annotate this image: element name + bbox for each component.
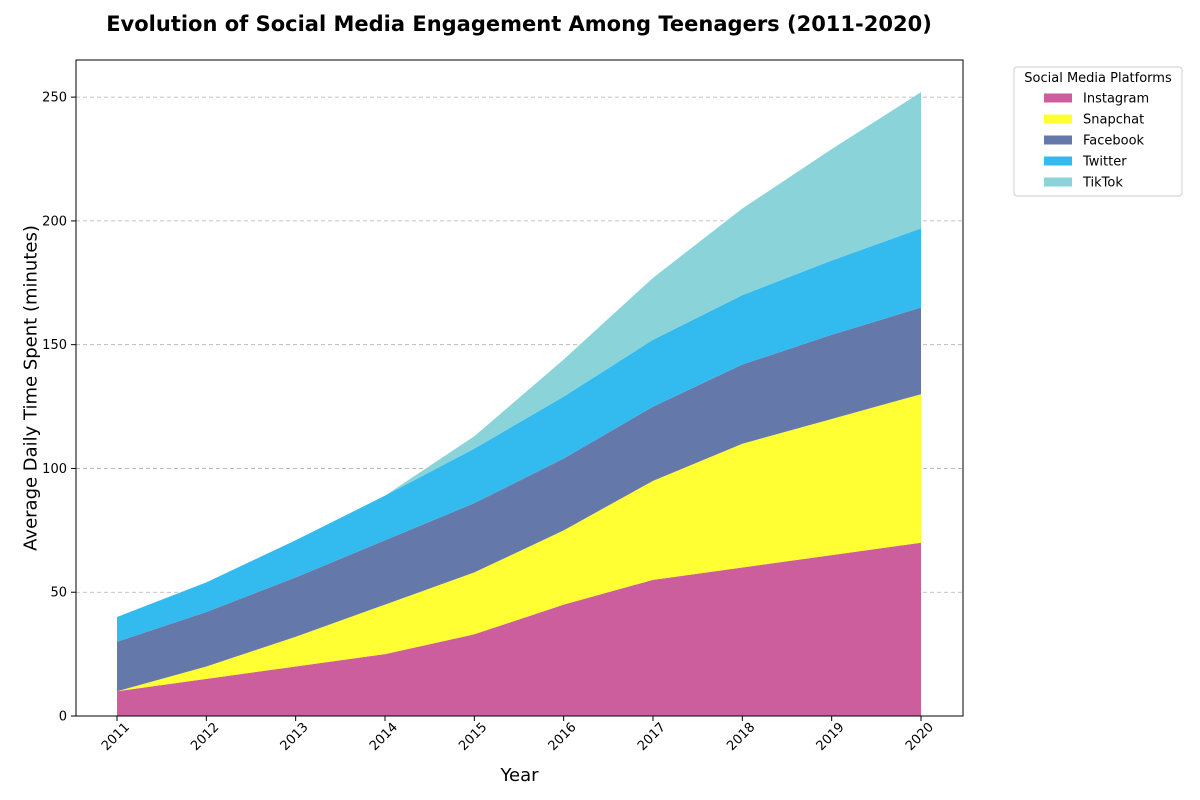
x-tick-label: 2015 [456,720,490,754]
legend-swatch-snapchat [1044,114,1072,124]
x-tick-label: 2020 [903,720,937,754]
y-tick-label: 50 [50,586,67,601]
legend: Social Media Platforms Instagram Snapchat… [1013,66,1183,197]
x-tick-label: 2016 [546,720,580,754]
area-facebook [117,307,921,692]
legend-label-twitter: Twitter [1082,155,1127,170]
y-tick-label: 200 [42,214,67,229]
stacked-areas [117,92,921,716]
legend-label-facebook: Facebook [1083,134,1145,149]
x-tick-label: 2011 [99,720,133,754]
x-tick-label: 2012 [188,720,222,754]
x-tick-label: 2017 [635,720,669,754]
x-tick-label: 2019 [814,720,848,754]
legend-swatch-instagram [1044,93,1072,103]
y-axis: 0 50 100 150 200 250 [42,91,76,725]
y-axis-label: Average Daily Time Spent (minutes) [20,225,41,551]
x-axis: 2011 2012 2013 2014 2015 2016 2017 2018 2019 2020 [99,716,937,754]
legend-label-tiktok: TikTok [1082,176,1123,191]
x-tick-label: 2014 [367,720,401,754]
x-tick-label: 2018 [724,720,758,754]
area-tiktok [117,92,921,617]
plot-frame [75,59,964,717]
chart-title: Evolution of Social Media Engagement Amo… [106,12,932,36]
legend-swatch-tiktok [1044,177,1072,187]
x-tick-label: 2013 [278,720,312,754]
y-tick-label: 150 [42,338,67,353]
y-tick-label: 100 [42,462,67,477]
legend-title: Social Media Platforms [1024,71,1172,86]
y-tick-label: 250 [42,91,67,106]
legend-swatch-twitter [1044,156,1072,166]
x-axis-label: Year [499,765,539,786]
legend-label-instagram: Instagram [1083,92,1149,107]
legend-swatch-facebook [1044,135,1072,145]
area-snapchat [117,394,921,692]
area-twitter [117,228,921,642]
y-tick-label: 0 [59,710,67,725]
area-instagram [117,542,921,716]
legend-label-snapchat: Snapchat [1083,113,1144,128]
legend-items: Instagram Snapchat Facebook Twitter TikTok [1044,92,1149,191]
